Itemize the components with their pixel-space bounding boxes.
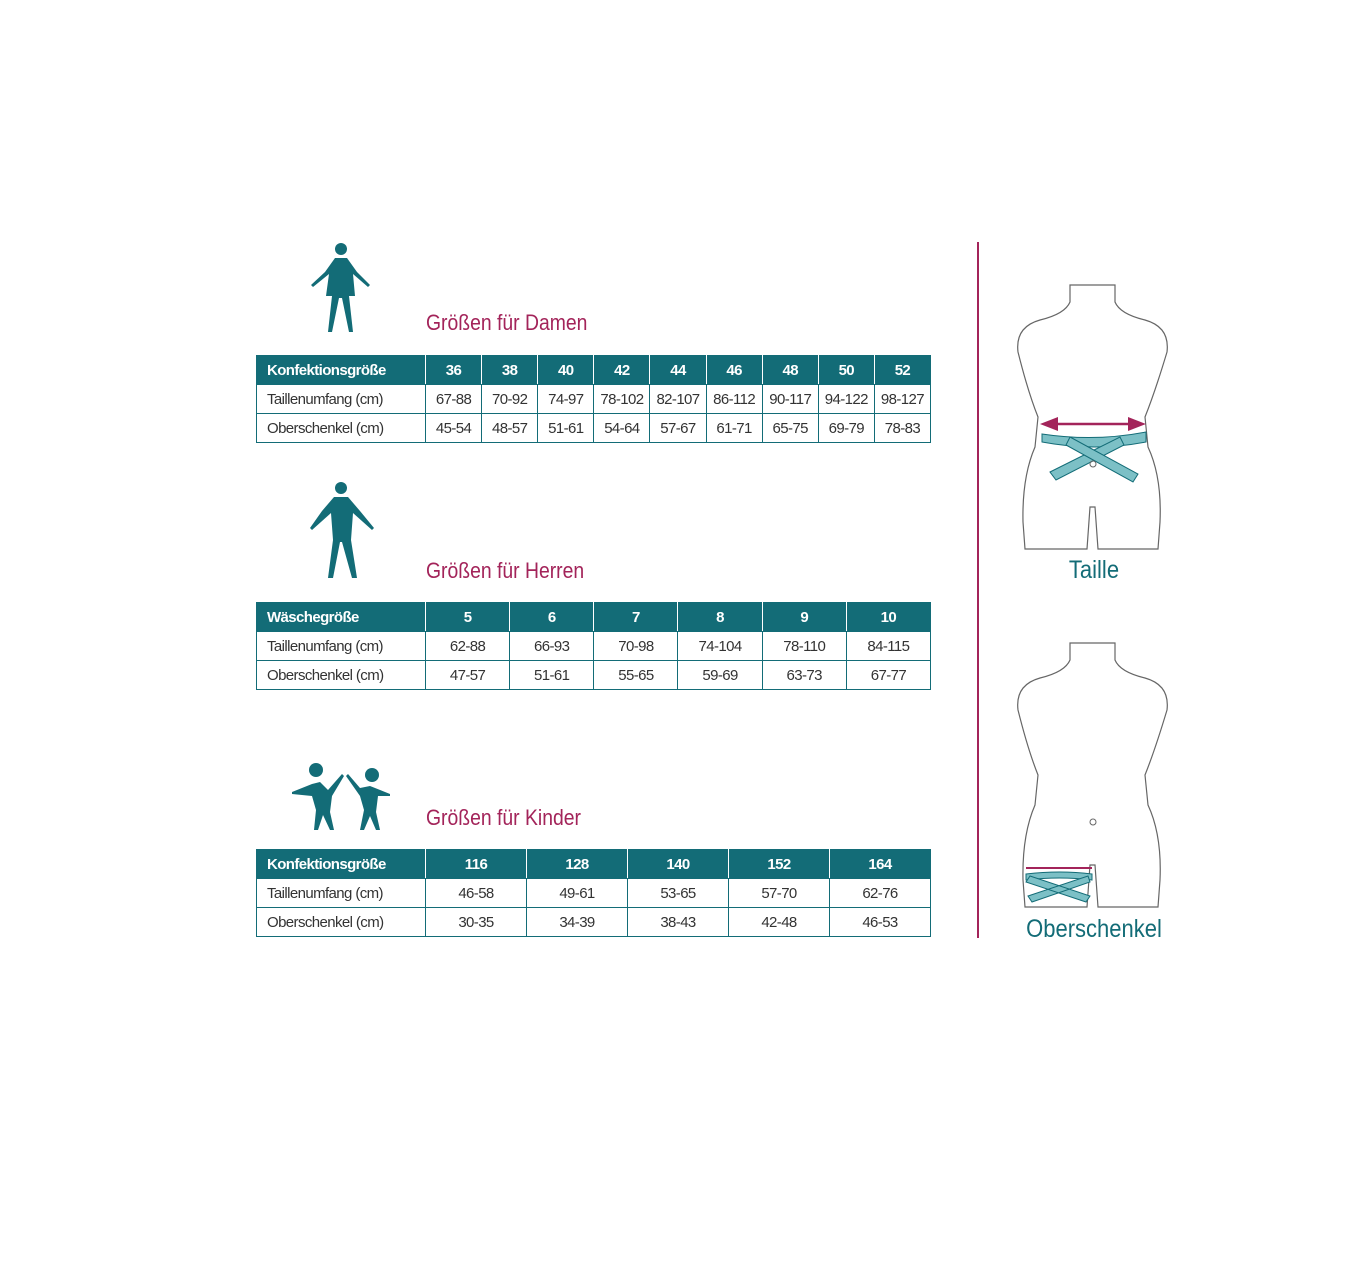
size-header-cell: 164 xyxy=(829,849,931,879)
size-header-cell: 52 xyxy=(873,355,932,385)
row-label: Taillenumfang (cm) xyxy=(256,631,426,661)
measurement-cell: 69-79 xyxy=(817,413,875,443)
measurement-cell: 65-75 xyxy=(761,413,819,443)
size-header-cell: 5 xyxy=(424,602,511,632)
children-size-table: Konfektionsgröße 116 128 140 152 164 Taillenum… xyxy=(256,849,931,937)
size-header-cell: 48 xyxy=(761,355,819,385)
measurement-cell: 49-61 xyxy=(526,878,628,908)
man-icon xyxy=(310,482,374,578)
row-label-header: Konfektionsgröße xyxy=(256,849,426,879)
measurement-cell: 30-35 xyxy=(425,907,527,937)
measurement-cell: 51-61 xyxy=(537,413,595,443)
size-header-cell: 38 xyxy=(481,355,539,385)
measurement-cell: 94-122 xyxy=(817,384,875,414)
size-header-cell: 50 xyxy=(817,355,875,385)
measurement-cell: 62-88 xyxy=(424,631,511,661)
children-icon xyxy=(292,763,390,830)
measurement-cell: 84-115 xyxy=(845,631,932,661)
measurement-cell: 70-98 xyxy=(593,631,679,661)
thigh-label: Oberschenkel xyxy=(1026,915,1162,943)
measurement-cell: 61-71 xyxy=(705,413,763,443)
size-header-cell: 8 xyxy=(677,602,763,632)
measurement-cell: 63-73 xyxy=(761,660,847,690)
men-size-table: Wäschegröße 5 6 7 8 9 10 Taillenumfang (cm) 62-8… xyxy=(256,602,932,690)
size-header-cell: 7 xyxy=(593,602,679,632)
measurement-cell: 66-93 xyxy=(509,631,595,661)
measurement-cell: 38-43 xyxy=(627,907,729,937)
size-header-cell: 6 xyxy=(509,602,595,632)
section-title-men: Größen für Herren xyxy=(426,558,585,583)
table-row: Oberschenkel (cm) 45-54 48-57 51-61 54-64 57-… xyxy=(256,413,932,443)
measurement-cell: 78-110 xyxy=(761,631,847,661)
measurement-cell: 48-57 xyxy=(481,413,539,443)
measurement-cell: 62-76 xyxy=(829,878,931,908)
row-label: Oberschenkel (cm) xyxy=(256,907,426,937)
header-row: Konfektionsgröße 36 38 40 42 44 46 48 50 52 xyxy=(256,355,932,385)
size-header-cell: 36 xyxy=(424,355,483,385)
size-header-cell: 9 xyxy=(761,602,847,632)
measurement-cell: 42-48 xyxy=(728,907,830,937)
waist-label: Taille xyxy=(1068,556,1120,584)
measurement-cell: 47-57 xyxy=(424,660,511,690)
measurement-cell: 67-88 xyxy=(424,384,483,414)
measurement-cell: 57-67 xyxy=(649,413,707,443)
measurement-cell: 98-127 xyxy=(873,384,932,414)
measurement-cell: 59-69 xyxy=(677,660,763,690)
table-row: Taillenumfang (cm) 67-88 70-92 74-97 78-102 8… xyxy=(256,384,932,414)
measurement-cell: 74-97 xyxy=(537,384,595,414)
row-label: Oberschenkel (cm) xyxy=(256,660,426,690)
table-row: Taillenumfang (cm) 46-58 49-61 53-65 57-70 62… xyxy=(256,878,931,908)
row-label-header: Wäschegröße xyxy=(256,602,426,632)
measurement-cell: 74-104 xyxy=(677,631,763,661)
size-header-cell: 42 xyxy=(593,355,651,385)
measurement-cell: 57-70 xyxy=(728,878,830,908)
header-row: Konfektionsgröße 116 128 140 152 164 xyxy=(256,849,931,879)
row-label-header: Konfektionsgröße xyxy=(256,355,426,385)
size-header-cell: 116 xyxy=(425,849,527,879)
measurement-cell: 55-65 xyxy=(593,660,679,690)
size-header-cell: 40 xyxy=(537,355,595,385)
measurement-cell: 67-77 xyxy=(845,660,932,690)
size-header-cell: 44 xyxy=(649,355,707,385)
table-row: Oberschenkel (cm) 30-35 34-39 38-43 42-48 46-… xyxy=(256,907,931,937)
measurement-cell: 53-65 xyxy=(627,878,729,908)
size-header-cell: 152 xyxy=(728,849,830,879)
table-row: Taillenumfang (cm) 62-88 66-93 70-98 74-104 7… xyxy=(256,631,932,661)
section-title-women: Größen für Damen xyxy=(426,310,588,335)
divider xyxy=(977,242,979,938)
woman-icon xyxy=(311,243,370,332)
row-label: Taillenumfang (cm) xyxy=(256,878,426,908)
measurement-cell: 78-102 xyxy=(593,384,651,414)
measurement-cell: 45-54 xyxy=(424,413,483,443)
size-header-cell: 140 xyxy=(627,849,729,879)
measurement-cell: 51-61 xyxy=(509,660,595,690)
measurement-cell: 34-39 xyxy=(526,907,628,937)
measurement-cell: 82-107 xyxy=(649,384,707,414)
measurement-cell: 46-53 xyxy=(829,907,931,937)
size-header-cell: 10 xyxy=(845,602,932,632)
measurement-cell: 70-92 xyxy=(481,384,539,414)
women-size-table: Konfektionsgröße 36 38 40 42 44 46 48 50 52 Taille… xyxy=(256,355,932,443)
size-header-cell: 46 xyxy=(705,355,763,385)
thigh-mannequin-figure xyxy=(1017,642,1168,908)
table-row: Oberschenkel (cm) 47-57 51-61 55-65 59-69 63-… xyxy=(256,660,932,690)
row-label: Oberschenkel (cm) xyxy=(256,413,426,443)
measurement-cell: 78-83 xyxy=(873,413,932,443)
row-label: Taillenumfang (cm) xyxy=(256,384,426,414)
measurement-cell: 90-117 xyxy=(761,384,819,414)
header-row: Wäschegröße 5 6 7 8 9 10 xyxy=(256,602,932,632)
section-title-children: Größen für Kinder xyxy=(426,805,581,830)
waist-mannequin-figure xyxy=(1017,284,1168,550)
measurement-cell: 46-58 xyxy=(425,878,527,908)
measurement-cell: 86-112 xyxy=(705,384,763,414)
measurement-cell: 54-64 xyxy=(593,413,651,443)
size-header-cell: 128 xyxy=(526,849,628,879)
